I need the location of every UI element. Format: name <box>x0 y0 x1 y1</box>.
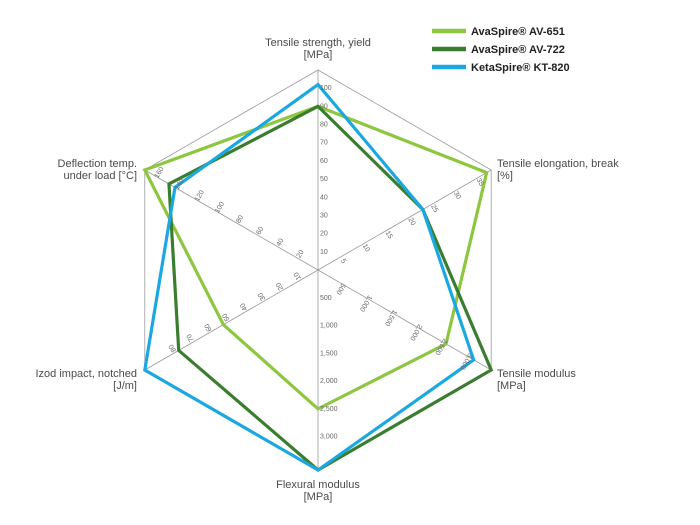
axis-title-1-line-1: Tensile strength, yield <box>265 37 371 49</box>
tick-label: 60 <box>255 226 265 236</box>
tick-label: 20 <box>320 231 328 238</box>
tick-label: 70 <box>186 332 196 342</box>
axis-title-6-line-2: under load [°C] <box>64 170 138 182</box>
tick-label: 20 <box>406 217 416 227</box>
axis-title-3-line-2: [MPa] <box>497 380 526 392</box>
radar-axis-titles: Tensile strength, yield[MPa]Tensile elon… <box>35 37 619 503</box>
tick-label: 2,000 <box>408 323 423 342</box>
tick-label: 1,500 <box>383 308 398 327</box>
tick-label: 10 <box>293 271 303 281</box>
axis-title-3-line-1: Tensile modulus <box>497 368 576 380</box>
tick-label: 20 <box>296 249 306 259</box>
radar-series <box>142 82 494 472</box>
series-avaspire-av-722 <box>167 104 494 472</box>
tick-label: 90 <box>320 103 328 110</box>
tick-label: 25 <box>429 204 439 214</box>
tick-label: 10 <box>320 249 328 256</box>
tick-label: 100 <box>320 85 332 92</box>
tick-label: 500 <box>334 282 346 296</box>
tick-label: 70 <box>320 140 328 147</box>
tick-label: 5 <box>339 258 347 265</box>
tick-label: 1,000 <box>320 323 338 330</box>
legend-label-ketaspire-kt-820: KetaSpire® KT-820 <box>471 62 570 74</box>
legend-label-avaspire-av-651: AvaSpire® AV-651 <box>471 26 565 38</box>
radar-spoke-5 <box>144 269 319 371</box>
tick-label: 60 <box>204 322 214 332</box>
tick-label: 40 <box>276 237 286 247</box>
chart-legend: AvaSpire® AV-651 AvaSpire® AV-722 KetaSpir… <box>432 26 570 74</box>
axis-title-4-line-2: [MPa] <box>304 491 333 503</box>
axis-title-5-line-1: Izod impact, notched <box>35 368 137 380</box>
tick-label: 50 <box>221 312 231 322</box>
tick-label: 80 <box>320 122 328 129</box>
tick-label: 1,000 <box>358 294 373 313</box>
axis-title-6-line-1: Deflection temp. <box>58 158 137 170</box>
tick-label: 160 <box>154 166 166 180</box>
tick-label: 80 <box>235 214 245 224</box>
tick-label: 40 <box>239 302 249 312</box>
tick-label: 30 <box>320 212 328 219</box>
series-ketaspire-kt-820 <box>143 82 476 472</box>
axis-title-1-line-2: [MPa] <box>304 49 333 61</box>
tick-label: 80 <box>168 343 178 353</box>
axis-title-5-line-2: [J/m] <box>113 380 137 392</box>
tick-label: 3,000 <box>320 434 338 441</box>
axis-title-2-line-1: Tensile elongation, break <box>497 158 619 170</box>
tick-label: 35 <box>475 177 485 187</box>
tick-label: 15 <box>384 230 394 240</box>
tick-label: 2,500 <box>320 406 338 413</box>
tick-label: 30 <box>257 291 267 301</box>
tick-label: 100 <box>214 201 226 215</box>
tick-label: 140 <box>174 178 186 192</box>
tick-label: 10 <box>361 243 371 253</box>
axis-title-2-line-2: [%] <box>497 170 513 182</box>
tick-label: 500 <box>320 295 332 302</box>
tick-label: 2,500 <box>433 337 448 356</box>
radar-spoke-2 <box>317 169 492 271</box>
radar-tick-labels: 10 20 30 40 50 60 70 80 90 100 5 10 15 20 25 30 35 500 1,0… <box>154 85 485 440</box>
tick-label: 40 <box>320 194 328 201</box>
tick-label: 50 <box>320 176 328 183</box>
legend-label-avaspire-av-722: AvaSpire® AV-722 <box>471 44 565 56</box>
tick-label: 60 <box>320 158 328 165</box>
axis-title-4-line-1: Flexural modulus <box>276 479 360 491</box>
tick-label: 20 <box>275 281 285 291</box>
tick-label: 2,000 <box>320 378 338 385</box>
tick-label: 120 <box>194 189 206 203</box>
radar-spoke-3 <box>317 269 492 371</box>
tick-label: 30 <box>452 190 462 200</box>
series-avaspire-av-651 <box>142 104 489 411</box>
tick-label: 1,500 <box>320 350 338 357</box>
